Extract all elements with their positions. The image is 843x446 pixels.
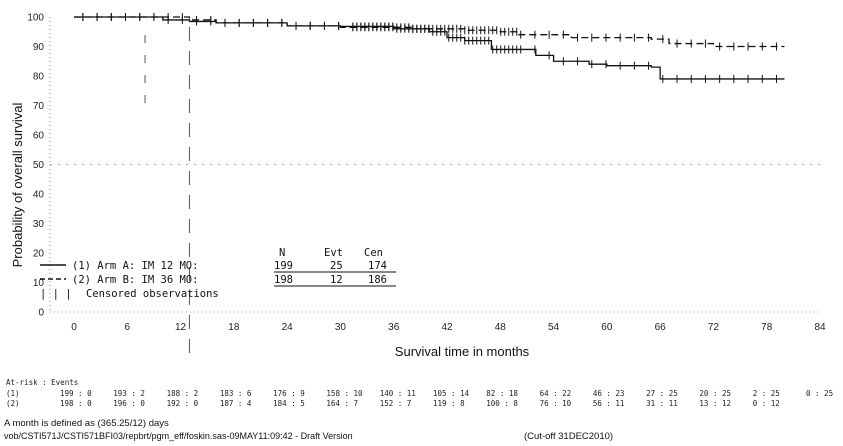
legend-header-cen: Cen (364, 247, 383, 259)
risk-cell: 27 : 25 (646, 389, 678, 398)
risk-cell: 193 : 2 (113, 389, 145, 398)
x-tick-48: 48 (495, 322, 507, 333)
legend-label-arm-b: (2) Arm B: IM 36 MO: (72, 274, 198, 286)
x-tick-6: 6 (125, 322, 131, 333)
x-tick-42: 42 (441, 322, 453, 333)
x-axis-label: Survival time in months (395, 344, 530, 359)
y-tick-70: 70 (33, 101, 45, 112)
x-tick-36: 36 (388, 322, 400, 333)
legend-evt-arm-a: 25 (330, 260, 343, 272)
risk-cell: 64 : 22 (539, 389, 572, 398)
risk-cell: 199 : 0 (60, 389, 92, 398)
risk-cell: 0 : 12 (752, 399, 780, 408)
y-tick-40: 40 (33, 190, 45, 201)
risk-cell: 82 : 18 (486, 389, 518, 398)
x-tick-84: 84 (814, 322, 826, 333)
legend-cen-arm-a: 174 (368, 260, 387, 272)
y-tick-80: 80 (33, 72, 45, 83)
legend-censor-marks: | | | (40, 288, 72, 300)
km-plot: 0 6 12 18 24 30 36 42 48 54 60 66 72 78 84 0 10 20 30 40 50 6… (10, 13, 826, 360)
risk-cell: 0 : 25 (806, 389, 834, 398)
risk-cell: 46 : 23 (592, 389, 625, 398)
risk-cell: 152 : 7 (379, 399, 412, 408)
y-tick-30: 30 (33, 219, 45, 230)
legend-label-arm-a: (1) Arm A: IM 12 MO: (72, 260, 198, 272)
y-tick-90: 90 (33, 42, 45, 53)
x-tick-54: 54 (548, 322, 560, 333)
legend-n-arm-a: 199 (274, 260, 293, 272)
risk-row-label: (1) (6, 389, 20, 398)
risk-cell: 105 : 14 (433, 389, 470, 398)
y-tick-100: 100 (27, 13, 44, 24)
legend-cen-arm-b: 186 (368, 274, 387, 286)
y-axis-label: Probability of overall survival (10, 103, 25, 268)
legend-n-arm-b: 198 (274, 274, 293, 286)
x-tick-72: 72 (708, 322, 720, 333)
x-tick-0: 0 (71, 322, 77, 333)
x-tick-18: 18 (228, 322, 240, 333)
risk-cell: 183 : 6 (219, 389, 252, 398)
x-tick-60: 60 (601, 322, 613, 333)
legend-evt-arm-b: 12 (330, 274, 343, 286)
risk-cell: 192 : 0 (166, 399, 199, 408)
x-tick-66: 66 (655, 322, 667, 333)
legend: | | | N Evt Cen (1) Arm A: IM 12 MO: 199… (40, 247, 396, 300)
risk-cell: 158 : 10 (326, 389, 363, 398)
risk-cell: 164 : 7 (326, 399, 359, 408)
y-tick-0: 0 (38, 308, 44, 319)
risk-cell: 119 : 8 (433, 399, 465, 408)
risk-cell: 76 : 10 (539, 399, 572, 408)
footnote-month-definition: A month is defined as (365.25/12) days (4, 418, 169, 429)
risk-cell: 100 : 8 (486, 399, 518, 408)
risk-cell: 31 : 11 (646, 399, 678, 408)
risk-cell: 140 : 11 (379, 389, 416, 398)
survival-curve-arm-b (74, 16, 785, 48)
x-tick-24: 24 (282, 322, 294, 333)
reference-lines (50, 27, 820, 358)
legend-header-n: N (279, 247, 285, 259)
x-tick-30: 30 (335, 322, 347, 333)
x-tick-12: 12 (175, 322, 187, 333)
y-tick-10: 10 (33, 278, 45, 289)
legend-censored-label: Censored observations (86, 288, 219, 300)
risk-table-title: At-risk : Events (6, 378, 79, 387)
risk-cell: 176 : 9 (273, 389, 305, 398)
axes (49, 17, 820, 313)
tick-labels: 0 6 12 18 24 30 36 42 48 54 60 66 72 78 84 0 10 20 30 40 50 6… (27, 13, 826, 334)
y-tick-50: 50 (33, 160, 45, 171)
risk-row-label: (2) (6, 399, 20, 408)
survival-curves (74, 13, 785, 83)
risk-cell: 187 : 4 (219, 399, 252, 408)
risk-cell: 184 : 5 (273, 399, 305, 408)
legend-header-evt: Evt (324, 247, 343, 259)
risk-cell: 198 : 0 (60, 399, 92, 408)
x-tick-78: 78 (761, 322, 773, 333)
footnote-program-path: vob/CSTI571J/CSTI571BFI03/repbrt/pgm_eff… (4, 431, 353, 441)
risk-cell: 20 : 25 (699, 389, 732, 398)
risk-cell: 188 : 2 (166, 389, 199, 398)
risk-cell: 56 : 11 (592, 399, 625, 408)
survival-curve-arm-a (74, 16, 785, 80)
y-tick-20: 20 (33, 249, 45, 260)
risk-cell: 2 : 25 (752, 389, 780, 398)
footnote-cutoff: (Cut-off 31DEC2010) (524, 431, 614, 442)
risk-cell: 13 : 12 (699, 399, 732, 408)
y-tick-60: 60 (33, 131, 45, 142)
risk-cell: 196 : 0 (113, 399, 145, 408)
